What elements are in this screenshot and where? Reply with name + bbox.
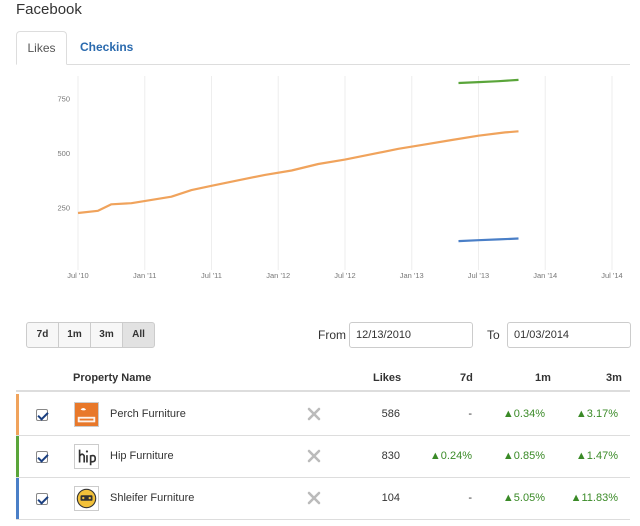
tab-bar: Likes Checkins bbox=[16, 31, 630, 65]
row-checkbox[interactable] bbox=[36, 493, 48, 505]
remove-icon[interactable] bbox=[307, 407, 321, 421]
row-checkbox[interactable] bbox=[36, 409, 48, 421]
remove-icon[interactable] bbox=[307, 491, 321, 505]
likes-value: 586 bbox=[381, 408, 400, 420]
x-tick-label: Jul '12 bbox=[334, 271, 355, 280]
chart-grid bbox=[77, 76, 613, 270]
hip-logo-icon bbox=[74, 444, 99, 469]
tab-likes[interactable]: Likes bbox=[16, 31, 67, 65]
header-7d[interactable]: 7d bbox=[460, 372, 473, 384]
likes-value: 830 bbox=[381, 450, 400, 462]
from-label: From bbox=[318, 328, 346, 342]
header-3m[interactable]: 3m bbox=[606, 372, 622, 384]
from-date-input[interactable] bbox=[349, 322, 473, 348]
table-row: Shleifer Furniture 104 - ▲5.05% ▲11.83% bbox=[16, 478, 630, 520]
perch-logo-icon bbox=[74, 402, 99, 427]
y-tick-label: 750 bbox=[57, 95, 70, 104]
row-checkbox[interactable] bbox=[36, 451, 48, 463]
x-tick-label: Jan '14 bbox=[533, 271, 557, 280]
table-row: Hip Furniture 830 ▲0.24% ▲0.85% ▲1.47% bbox=[16, 436, 630, 478]
y-axis: 250 500 750 bbox=[57, 95, 70, 213]
x-tick-label: Jul '10 bbox=[67, 271, 88, 280]
row-color-marker bbox=[16, 436, 19, 477]
series-line bbox=[458, 78, 519, 85]
to-label: To bbox=[487, 328, 500, 342]
page-title: Facebook bbox=[16, 1, 82, 18]
x-tick-label: Jul '14 bbox=[601, 271, 622, 280]
x-axis: Jul '10 Jan '11 Jul '11 Jan '12 Jul '12 Jan '… bbox=[67, 271, 622, 280]
range-7d-button[interactable]: 7d bbox=[26, 322, 59, 348]
remove-icon[interactable] bbox=[307, 449, 321, 463]
chart-series bbox=[77, 78, 519, 243]
change-1m: ▲0.34% bbox=[502, 408, 545, 420]
header-likes[interactable]: Likes bbox=[373, 372, 402, 384]
range-1m-button[interactable]: 1m bbox=[58, 322, 91, 348]
header-property-name[interactable]: Property Name bbox=[73, 372, 152, 384]
range-3m-button[interactable]: 3m bbox=[90, 322, 123, 348]
x-tick-label: Jul '11 bbox=[201, 271, 222, 280]
likes-value: 104 bbox=[381, 492, 400, 504]
to-date-input[interactable] bbox=[507, 322, 631, 348]
x-tick-label: Jan '12 bbox=[266, 271, 290, 280]
row-color-marker bbox=[16, 394, 19, 435]
x-tick-label: Jan '13 bbox=[400, 271, 424, 280]
change-1m: ▲5.05% bbox=[502, 492, 545, 504]
change-1m: ▲0.85% bbox=[502, 450, 545, 462]
tab-checkins[interactable]: Checkins bbox=[80, 40, 134, 54]
range-all-button[interactable]: All bbox=[122, 322, 155, 348]
property-name[interactable]: Shleifer Furniture bbox=[110, 492, 195, 504]
change-3m: ▲1.47% bbox=[575, 450, 618, 462]
property-name[interactable]: Perch Furniture bbox=[110, 408, 186, 420]
change-7d: ▲0.24% bbox=[429, 450, 472, 462]
table-header: Property Name Likes 7d 1m 3m bbox=[16, 366, 630, 392]
change-7d: - bbox=[468, 492, 472, 504]
header-1m[interactable]: 1m bbox=[535, 372, 551, 384]
change-3m: ▲3.17% bbox=[575, 408, 618, 420]
change-3m: ▲11.83% bbox=[570, 492, 618, 504]
shleifer-logo-icon bbox=[74, 486, 99, 511]
series-line bbox=[458, 237, 519, 243]
row-color-marker bbox=[16, 478, 19, 519]
y-tick-label: 250 bbox=[57, 204, 70, 213]
change-7d: - bbox=[468, 408, 472, 420]
x-tick-label: Jan '11 bbox=[133, 271, 156, 280]
range-selector: 7d 1m 3m All bbox=[26, 322, 155, 348]
table-row: Perch Furniture 586 - ▲0.34% ▲3.17% bbox=[16, 394, 630, 436]
x-tick-label: Jul '13 bbox=[468, 271, 489, 280]
property-name[interactable]: Hip Furniture bbox=[110, 450, 174, 462]
y-tick-label: 500 bbox=[57, 149, 70, 158]
series-line bbox=[77, 130, 519, 215]
